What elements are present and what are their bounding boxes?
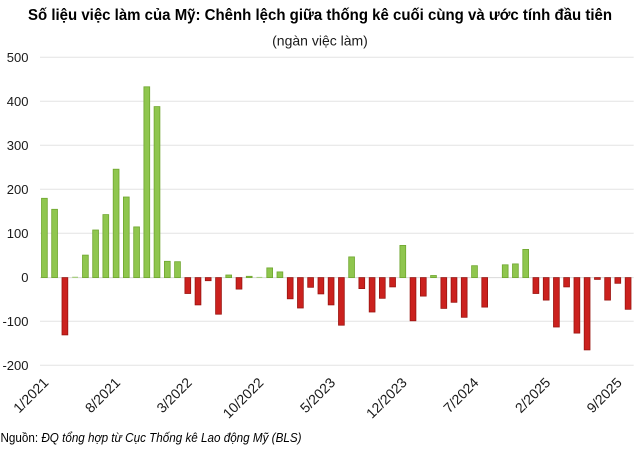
svg-text:400: 400 [7,94,29,109]
svg-text:200: 200 [7,182,29,197]
svg-text:100: 100 [7,226,29,241]
svg-text:500: 500 [7,50,29,65]
svg-text:0: 0 [21,270,28,285]
svg-text:-100: -100 [2,314,28,329]
svg-text:(ngàn việc làm): (ngàn việc làm) [272,33,368,49]
svg-text:Nguồn: ĐQ tổng hợp từ Cục Thốn: Nguồn: ĐQ tổng hợp từ Cục Thống kê Lao đ… [1,430,302,445]
svg-text:300: 300 [7,138,29,153]
svg-text:Số liệu việc làm của Mỹ: Chênh: Số liệu việc làm của Mỹ: Chênh lệch giữa… [28,7,612,24]
svg-text:-200: -200 [2,358,28,373]
